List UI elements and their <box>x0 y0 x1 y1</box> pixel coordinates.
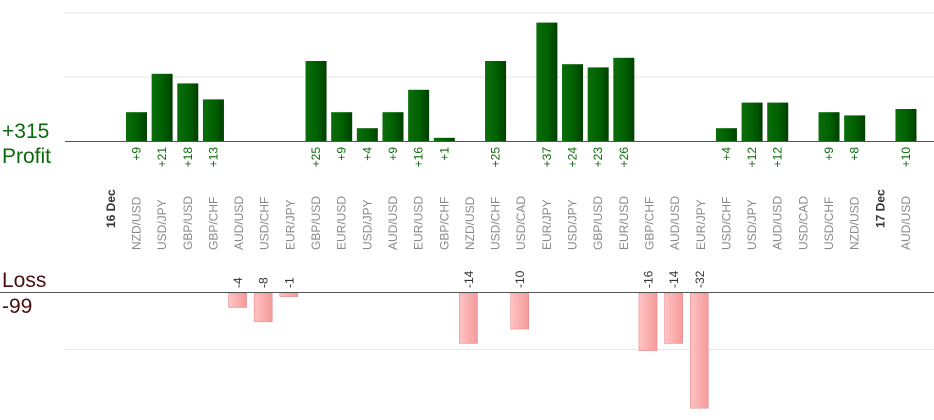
profit-value-label: +12 <box>771 147 785 168</box>
profit-value-label: +21 <box>155 147 169 168</box>
category-label: GBP/USD <box>591 196 605 250</box>
category-label: USD/CHF <box>489 197 503 250</box>
loss-bar <box>459 292 478 344</box>
profit-bar <box>587 67 609 141</box>
category-label: NZD/USD <box>463 196 477 250</box>
loss-bar <box>228 292 247 308</box>
category-label: AUD/USD <box>899 196 913 250</box>
loss-bar <box>279 292 299 297</box>
category-label: AUD/USD <box>668 196 682 250</box>
loss-value-label: -4 <box>231 277 245 288</box>
date-marker-label: 16 Dec <box>104 189 118 228</box>
profit-bar <box>382 112 404 141</box>
loss-bar <box>510 292 530 330</box>
category-label: EUR/USD <box>617 196 631 250</box>
loss-value-label: -14 <box>667 270 681 288</box>
category-label: USD/CHF <box>822 197 836 250</box>
profit-value-label: +9 <box>386 147 400 161</box>
category-label: USD/JPY <box>155 199 169 250</box>
profit-bar <box>177 83 199 141</box>
profit-bar <box>356 128 378 141</box>
profit-bar <box>433 137 455 141</box>
profit-value-label: +24 <box>566 147 580 168</box>
profit-bar <box>613 57 635 141</box>
profit-value-label: +25 <box>309 147 323 168</box>
category-label: GBP/CHF <box>642 197 656 250</box>
category-label: EUR/JPY <box>283 199 297 250</box>
profit-bar <box>151 73 173 141</box>
profit-value-label: +16 <box>412 147 426 168</box>
category-label: USD/JPY <box>745 199 759 250</box>
loss-value-label: -32 <box>693 270 707 288</box>
category-label: NZD/USD <box>848 196 862 250</box>
profit-bar <box>715 128 737 141</box>
loss-label: Loss <box>2 269 47 292</box>
category-label: NZD/USD <box>129 196 143 250</box>
category-label: EUR/JPY <box>694 199 708 250</box>
profit-value-label: +9 <box>335 147 349 161</box>
profit-bar <box>485 61 507 141</box>
profit-bar <box>767 102 789 141</box>
category-label: USD/CHF <box>719 197 733 250</box>
category-label: AUD/USD <box>771 196 785 250</box>
profit-label: Profit <box>2 145 52 168</box>
date-marker-label: 17 Dec <box>873 189 887 228</box>
profit-bar <box>562 64 584 141</box>
profit-value-label: +13 <box>206 147 220 168</box>
profit-bar <box>125 112 147 141</box>
loss-value-label: -8 <box>257 277 271 288</box>
loss-value-label: -14 <box>462 270 476 288</box>
category-label: USD/JPY <box>360 199 374 250</box>
category-label: GBP/USD <box>181 196 195 250</box>
category-label: GBP/CHF <box>206 197 220 250</box>
profit-value-label: +9 <box>129 147 143 161</box>
category-label: USD/CAD <box>796 196 810 250</box>
loss-value-label: -16 <box>641 270 655 288</box>
category-label: USD/CAD <box>514 196 528 250</box>
category-label: USD/JPY <box>566 199 580 250</box>
profit-bar <box>305 61 327 141</box>
category-label: AUD/USD <box>232 196 246 250</box>
profit-value-label: +25 <box>489 147 503 168</box>
profit-bar <box>331 112 353 141</box>
profit-value-label: +9 <box>822 147 836 161</box>
loss-bar <box>638 292 658 351</box>
loss-bar <box>253 292 273 323</box>
loss-value-label: -10 <box>513 270 527 288</box>
profit-value-label: +10 <box>899 147 913 168</box>
category-label: AUD/USD <box>386 196 400 250</box>
profit-value-label: +26 <box>617 147 631 168</box>
loss-value-label: -1 <box>282 277 296 288</box>
loss-bar <box>664 292 683 344</box>
profit-bar <box>741 102 763 141</box>
profit-value-label: +8 <box>848 147 862 161</box>
profit-value-label: +12 <box>745 147 759 168</box>
profit-value-label: +4 <box>719 147 733 161</box>
profit-bar <box>844 115 866 141</box>
profit-value-label: +1 <box>437 147 451 161</box>
profit-bar <box>536 22 558 142</box>
loss-bar <box>689 292 709 409</box>
profit-total: +315 <box>2 120 50 143</box>
profit-value-label: +4 <box>360 147 374 161</box>
category-label: EUR/USD <box>412 196 426 250</box>
loss-total: -99 <box>2 295 33 318</box>
category-label: USD/CHF <box>258 197 272 250</box>
profit-bar <box>408 89 430 141</box>
category-label: EUR/JPY <box>540 199 554 250</box>
profit-value-label: +18 <box>181 147 195 168</box>
profit-bar <box>202 99 224 141</box>
category-label: GBP/CHF <box>437 197 451 250</box>
profit-value-label: +23 <box>591 147 605 168</box>
profit-value-label: +37 <box>540 147 554 168</box>
category-label: GBP/USD <box>309 196 323 250</box>
profit-bar <box>895 109 917 141</box>
profit-bar <box>818 112 840 141</box>
category-label: EUR/USD <box>335 196 349 250</box>
